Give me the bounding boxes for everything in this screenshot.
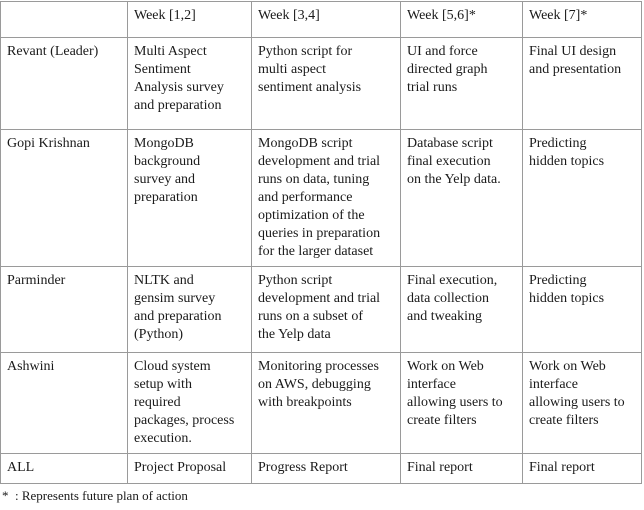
task-cell: Python script development and trial runs… [251,266,401,353]
table-row: Gopi Krishnan MongoDB background survey … [0,129,642,267]
header-cell-week-7: Week [7]* [522,1,642,38]
task-cell: Project Proposal [127,453,252,484]
header-cell-blank [0,1,128,38]
member-name-cell: Parminder [0,266,128,353]
task-cell: Predicting hidden topics [522,129,642,267]
task-cell: Final execution, data collection and twe… [400,266,523,353]
table-row: Ashwini Cloud system setup with required… [0,352,642,454]
task-cell: Database script final execution on the Y… [400,129,523,267]
table-header-row: Week [1,2] Week [3,4] Week [5,6]* Week [… [0,1,642,38]
member-name-cell: ALL [0,453,128,484]
member-name-cell: Gopi Krishnan [0,129,128,267]
header-cell-week-1-2: Week [1,2] [127,1,252,38]
task-cell: Python script for multi aspect sentiment… [251,37,401,130]
task-cell: Multi Aspect Sentiment Analysis survey a… [127,37,252,130]
header-cell-week-3-4: Week [3,4] [251,1,401,38]
schedule-table: Week [1,2] Week [3,4] Week [5,6]* Week [… [0,1,642,484]
table-row: Parminder NLTK and gensim survey and pre… [0,266,642,353]
task-cell: Final report [400,453,523,484]
table-row: ALL Project Proposal Progress Report Fin… [0,453,642,484]
task-cell: MongoDB script development and trial run… [251,129,401,267]
task-cell: NLTK and gensim survey and preparation (… [127,266,252,353]
member-name-cell: Ashwini [0,352,128,454]
header-cell-week-5-6: Week [5,6]* [400,1,523,38]
task-cell: Cloud system setup with required package… [127,352,252,454]
task-cell: Final UI design and presentation [522,37,642,130]
task-cell: UI and force directed graph trial runs [400,37,523,130]
task-cell: Monitoring processes on AWS, debugging w… [251,352,401,454]
task-cell: MongoDB background survey and preparatio… [127,129,252,267]
footnote: * : Represents future plan of action [2,488,188,503]
task-cell: Work on Web interface allowing users to … [522,352,642,454]
task-cell: Work on Web interface allowing users to … [400,352,523,454]
task-cell: Predicting hidden topics [522,266,642,353]
member-name-cell: Revant (Leader) [0,37,128,130]
task-cell: Final report [522,453,642,484]
task-cell: Progress Report [251,453,401,484]
table-row: Revant (Leader) Multi Aspect Sentiment A… [0,37,642,130]
